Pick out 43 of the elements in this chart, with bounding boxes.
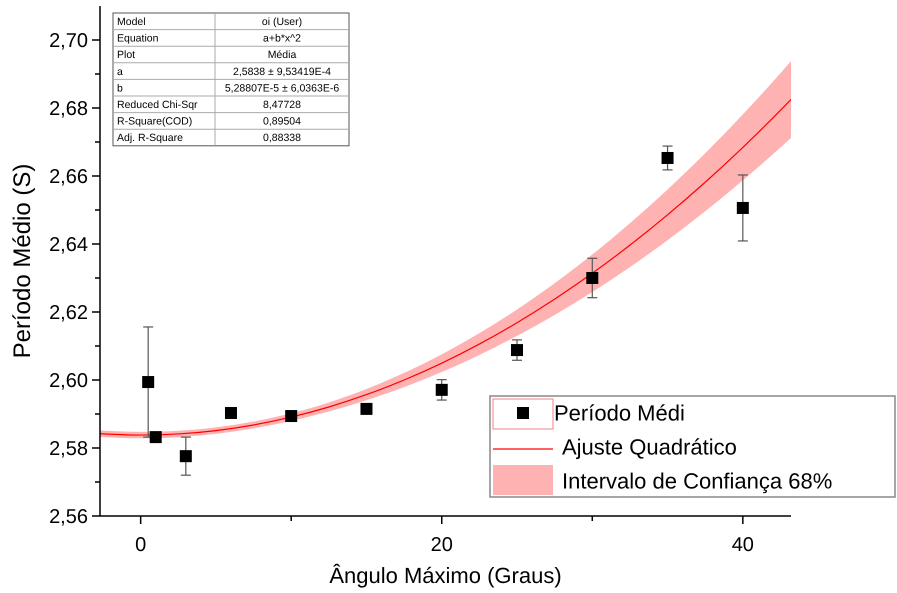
annotation: Equation — [117, 32, 159, 45]
y-tick-label: 2,64 — [49, 234, 88, 256]
y-tick-label: 2,70 — [49, 30, 88, 52]
legend-label: Ajuste Quadrático — [562, 434, 737, 460]
x-tick-label: 0 — [135, 534, 146, 556]
point — [662, 152, 674, 164]
point — [511, 344, 524, 356]
point — [586, 272, 598, 284]
annotation: a+b*x^2 — [263, 32, 302, 45]
y-tick-label: 2,66 — [49, 166, 88, 188]
point — [180, 450, 192, 462]
point — [736, 202, 749, 214]
point — [436, 384, 448, 396]
annotation: 2,5838 ± 9,53419E-4 — [232, 66, 332, 78]
annotation: 0,88338 — [263, 132, 302, 144]
x-axis-title: Ângulo Máximo (Graus) — [329, 563, 562, 588]
point — [224, 406, 237, 419]
annotation: Reduced Chi-Sqr — [117, 99, 198, 111]
annotation: Model — [117, 16, 146, 28]
annotation: 0,89504 — [263, 116, 302, 128]
y-tick-label: 2,62 — [49, 302, 88, 324]
annotation: Plot — [117, 49, 136, 62]
y-tick-label: 2,60 — [49, 370, 88, 392]
annotation: 5,28807E-5 ± 6,0363E-6 — [224, 82, 340, 94]
y-tick-label: 2,68 — [49, 98, 88, 120]
annotation: oi (User) — [262, 16, 302, 28]
y-tick-label: 2,56 — [49, 506, 88, 528]
annotation: Média — [268, 49, 296, 62]
annotation: a — [117, 66, 123, 78]
y-axis-title: Período Médio (S) — [9, 164, 36, 358]
y-tick-label: 2,58 — [49, 438, 88, 460]
x-tick-label: 20 — [430, 534, 453, 556]
annotation: R-Square(COD) — [117, 116, 192, 128]
annotation: 8,47728 — [263, 99, 302, 111]
point — [360, 402, 372, 415]
x-tick-label: 40 — [732, 534, 754, 556]
annotation: Intervalo de Confiança 68% — [562, 468, 832, 494]
annotation: b — [117, 82, 123, 94]
point — [142, 376, 154, 388]
point — [150, 431, 162, 444]
annotation: Adj. R-Square — [117, 132, 184, 144]
point — [285, 410, 298, 422]
legend-label: Período Médi — [554, 400, 685, 426]
